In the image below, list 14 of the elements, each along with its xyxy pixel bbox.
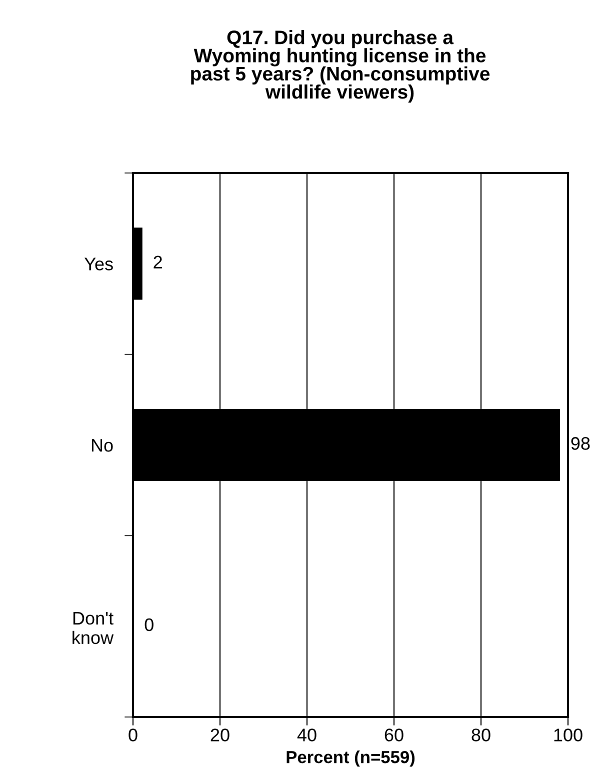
x-tick-label: 60 (384, 728, 404, 742)
x-tick-label: 80 (472, 728, 490, 742)
y-tick-label: Yes (84, 258, 113, 270)
y-tick-label: No (92, 439, 113, 452)
y-tick-label: Don't know (72, 612, 114, 644)
x-tick-label: 40 (297, 728, 316, 742)
data-label: 0 (144, 618, 154, 632)
x-tick-label: 0 (128, 728, 138, 742)
x-tick-label: 100 (554, 728, 582, 742)
data-label: 98 (571, 437, 590, 450)
x-tick-label: 20 (210, 728, 230, 742)
x-axis-title: Percent (n=559) (286, 750, 415, 767)
data-label: 2 (154, 256, 162, 268)
chart-title: Q17. Did you purchase a Wyoming hunting license in the past 5 years? (Non-consumptive wildlife viewers) (191, 30, 490, 103)
